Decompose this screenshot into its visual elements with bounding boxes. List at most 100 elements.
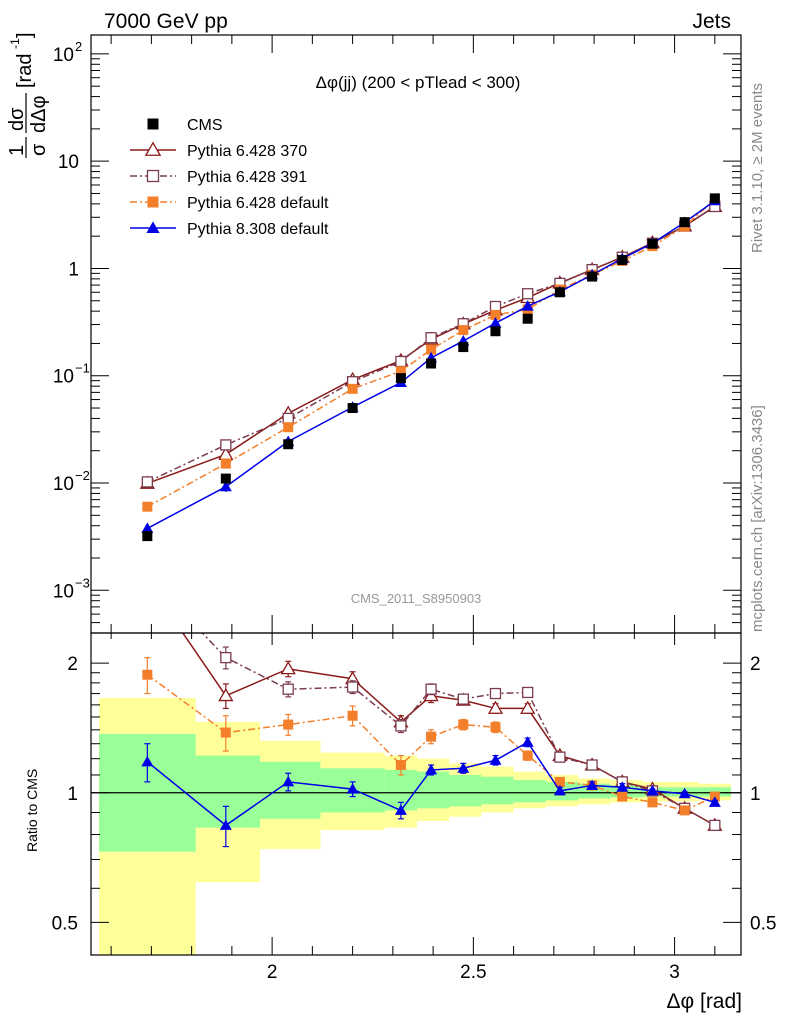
main-point-3-7 xyxy=(489,317,502,328)
green-band-6 xyxy=(449,774,482,807)
cms-point-7 xyxy=(490,326,501,337)
ratio-panel-frame xyxy=(90,632,742,956)
ratio-point-3-2 xyxy=(282,775,295,787)
ratio-point-3-13 xyxy=(678,787,691,799)
ratio-point-1-5 xyxy=(425,683,437,695)
legend-label-1: Pythia 6.428 370 xyxy=(187,143,307,160)
main-panel-series xyxy=(139,193,723,542)
ratio-point-3-12 xyxy=(646,784,659,796)
main-point-2-4 xyxy=(395,366,406,377)
main-point-3-0 xyxy=(141,522,154,533)
ratio-point-2-2 xyxy=(283,719,294,730)
main-ytick-exp-5: 2 xyxy=(75,39,82,54)
ratio-point-0-7 xyxy=(487,700,504,714)
ratio-point-2-5 xyxy=(426,731,437,742)
cms-point-11 xyxy=(617,254,628,265)
main-ytick-base-5: 10 xyxy=(53,45,74,66)
main-line-2 xyxy=(146,198,716,508)
ratio-point-2-4 xyxy=(395,760,406,771)
main-point-1-4 xyxy=(395,355,407,368)
main-point-2-6 xyxy=(458,325,469,336)
ratio-panel-series xyxy=(141,570,723,848)
ratio-point-0-2 xyxy=(280,661,296,675)
main-ytick-base-0: 10 xyxy=(53,581,74,602)
legend-label-2: Pythia 6.428 391 xyxy=(187,169,307,186)
main-point-2-2 xyxy=(283,422,294,433)
green-band-5 xyxy=(417,771,450,809)
main-point-1-8 xyxy=(522,288,534,300)
ratio-ytick-label-right-1: 1 xyxy=(750,784,761,805)
ratio-point-0-0 xyxy=(141,575,154,586)
main-ylabel: 1 σ dσ dΔφ [rad -1 ] xyxy=(6,32,50,158)
ratio-point-0-8 xyxy=(520,700,536,714)
cms-point-5 xyxy=(426,358,437,369)
ylabel-den: σ xyxy=(28,143,50,156)
ratio-ytick-label-left-2: 2 xyxy=(67,654,78,675)
x-tick-label-1: 2.5 xyxy=(460,962,486,983)
cms-point-13 xyxy=(679,217,690,228)
ratio-point-2-11 xyxy=(617,791,628,802)
green-band-7 xyxy=(481,776,514,805)
ratio-point-2-1 xyxy=(220,727,231,738)
ylabel-dden: dΔφ xyxy=(28,96,50,133)
cms-point-14 xyxy=(709,193,720,204)
main-ytick-exp-1: −2 xyxy=(75,468,90,483)
ratio-point-1-6 xyxy=(457,693,469,705)
header-left: 7000 GeV pp xyxy=(104,10,228,33)
cms-point-10 xyxy=(587,271,598,282)
legend: CMS Pythia 6.428 370 Pythia 6.428 391 Pythi… xyxy=(130,117,329,238)
legend-label-3: Pythia 6.428 default xyxy=(187,195,329,212)
legend-marker-4 xyxy=(146,221,160,233)
green-band-8 xyxy=(513,780,546,803)
ratio-ylabel: Ratio to CMS xyxy=(24,769,40,852)
ratio-point-2-8 xyxy=(522,750,533,761)
watermark: CMS_2011_S8950903 xyxy=(351,591,482,606)
main-point-2-1 xyxy=(220,458,231,469)
header-right: Jets xyxy=(692,10,731,33)
ratio-point-3-4 xyxy=(394,804,407,815)
ylabel-unit: [rad xyxy=(14,54,36,88)
ratio-point-3-5 xyxy=(425,763,438,775)
main-ytick-label-3: 1 xyxy=(68,259,79,280)
ratio-point-1-8 xyxy=(522,686,534,699)
main-point-2-7 xyxy=(490,309,501,320)
ratio-point-3-8 xyxy=(521,736,534,747)
ratio-ytick-label-right-2: 2 xyxy=(750,654,761,675)
xlabel: Δφ [rad] xyxy=(667,990,743,1013)
ratio-point-1-14 xyxy=(709,819,721,832)
main-point-1-0 xyxy=(141,476,153,488)
ratio-point-2-13 xyxy=(679,805,690,816)
legend-marker-2 xyxy=(146,169,160,183)
side-text-bottom: mcplots.cern.ch [arXiv:1306.3436] xyxy=(749,405,766,632)
cms-point-6 xyxy=(458,342,469,353)
ratio-point-3-7 xyxy=(489,754,502,765)
cms-point-2 xyxy=(283,439,294,450)
cms-point-1 xyxy=(220,473,231,484)
main-ytick-label-4: 10 xyxy=(58,152,79,173)
ratio-point-2-9 xyxy=(554,776,565,787)
legend-label-4: Pythia 8.308 default xyxy=(187,221,329,238)
ratio-point-1-0 xyxy=(142,570,152,580)
main-ytick-exp-2: −1 xyxy=(75,361,90,376)
ratio-point-3-14 xyxy=(708,796,721,807)
main-point-3-1 xyxy=(219,480,232,492)
ratio-point-3-1 xyxy=(219,819,232,830)
ratio-point-3-10 xyxy=(586,779,599,790)
ratio-point-2-3 xyxy=(347,710,358,721)
ylabel-dnum: dσ xyxy=(6,107,28,131)
cms-point-12 xyxy=(647,238,658,249)
main-ytick-base-1: 10 xyxy=(53,474,74,495)
cms-point-9 xyxy=(554,287,565,298)
legend-marker-0 xyxy=(147,118,159,130)
legend-label-0: CMS xyxy=(187,117,223,134)
ratio-point-1-10 xyxy=(586,759,598,771)
side-text-top: Rivet 3.1.10, ≥ 2M events xyxy=(749,83,766,253)
ratio-point-1-4 xyxy=(395,720,407,732)
ratio-point-3-0 xyxy=(141,755,154,767)
ratio-ytick-label-right-0: 0.5 xyxy=(750,913,776,934)
main-point-3-8 xyxy=(521,300,534,311)
ratio-point-1-7 xyxy=(489,687,502,700)
ylabel-num: 1 xyxy=(6,145,28,156)
